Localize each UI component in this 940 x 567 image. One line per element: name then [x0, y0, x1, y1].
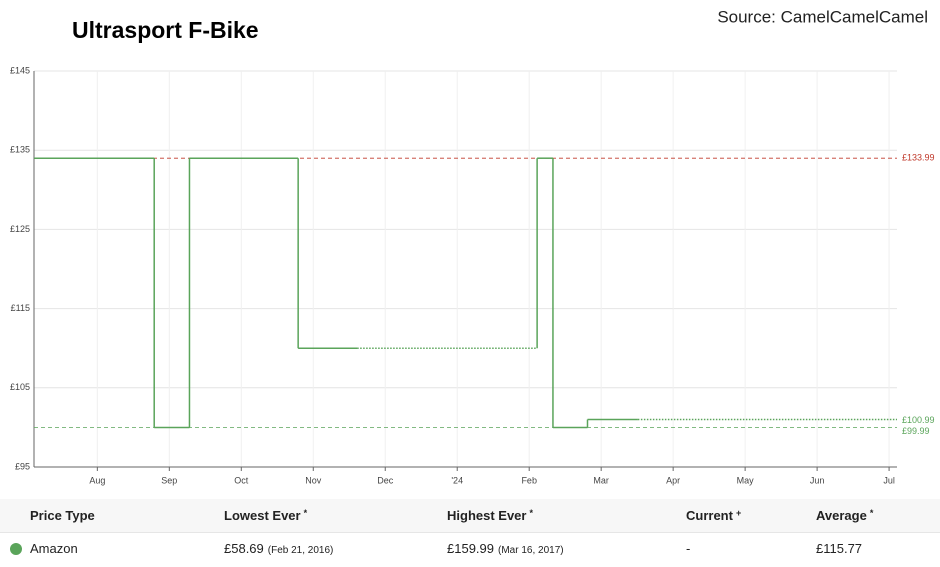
- x-tick-label: May: [737, 475, 755, 485]
- x-tick-label: Apr: [666, 475, 680, 485]
- table-header: Average *: [816, 508, 873, 523]
- y-tick-label: £145: [10, 65, 30, 75]
- x-tick-label: Nov: [305, 475, 322, 485]
- table-header: Current +: [686, 508, 741, 523]
- table-header-text: Current: [686, 508, 733, 523]
- y-tick-label: £125: [10, 224, 30, 234]
- table-cell: £115.77: [816, 541, 862, 556]
- table-cell: £159.99 (Mar 16, 2017): [447, 541, 564, 556]
- x-tick-label: Sep: [161, 475, 177, 485]
- table-cell-text: £159.99: [447, 541, 494, 556]
- x-tick-label: '24: [451, 475, 463, 485]
- x-tick-label: Mar: [593, 475, 609, 485]
- table-header-text: Average: [816, 508, 867, 523]
- table-header-text: Lowest Ever: [224, 508, 301, 523]
- x-tick-label: Oct: [234, 475, 249, 485]
- table-cell-text: £58.69: [224, 541, 264, 556]
- header-mark: *: [303, 508, 308, 518]
- cell-note: (Feb 21, 2016): [267, 545, 334, 556]
- table-header-bg: [0, 499, 940, 532]
- table-cell-text: -: [686, 541, 691, 556]
- table-header-text: Price Type: [30, 508, 95, 523]
- y-tick-label: £95: [15, 461, 30, 471]
- reference-label: £133.99: [902, 153, 935, 163]
- cell-note: (Mar 16, 2017): [498, 545, 564, 556]
- table-cell-text: £115.77: [816, 541, 863, 556]
- table-cell-text: Amazon: [30, 541, 78, 556]
- table-header-text: Highest Ever: [447, 508, 527, 523]
- y-tick-label: £135: [10, 145, 30, 155]
- price-table: Price Type Lowest Ever * Highest Ever * Curre…: [0, 499, 940, 567]
- header-mark: *: [869, 508, 874, 518]
- table-cell: £58.69 (Feb 21, 2016): [224, 541, 333, 556]
- current-label: £100.99: [902, 415, 935, 425]
- reference-label: £99.99: [902, 426, 930, 436]
- chart-title: Ultrasport F-Bike: [72, 17, 259, 43]
- y-tick-label: £105: [10, 382, 30, 392]
- y-tick-label: £115: [11, 303, 30, 313]
- table-header: Highest Ever *: [447, 508, 533, 523]
- table-header: Lowest Ever *: [224, 508, 307, 523]
- legend-dot: [10, 543, 22, 555]
- table-divider: [0, 532, 940, 533]
- x-tick-label: Feb: [521, 475, 537, 485]
- x-tick-label: Aug: [89, 475, 105, 485]
- table-cell: Amazon: [30, 541, 78, 556]
- table-cell: -: [686, 541, 690, 556]
- table-header: Price Type: [30, 508, 95, 523]
- source: Source: CamelCamelCamel: [717, 7, 928, 26]
- x-tick-label: Jun: [810, 475, 825, 485]
- header-mark: +: [735, 508, 742, 518]
- x-tick-label: Dec: [377, 475, 394, 485]
- header-mark: *: [529, 508, 533, 518]
- chart: Ultrasport F-Bike Source: CamelCamelCame…: [10, 7, 935, 485]
- x-tick-label: Jul: [883, 475, 895, 485]
